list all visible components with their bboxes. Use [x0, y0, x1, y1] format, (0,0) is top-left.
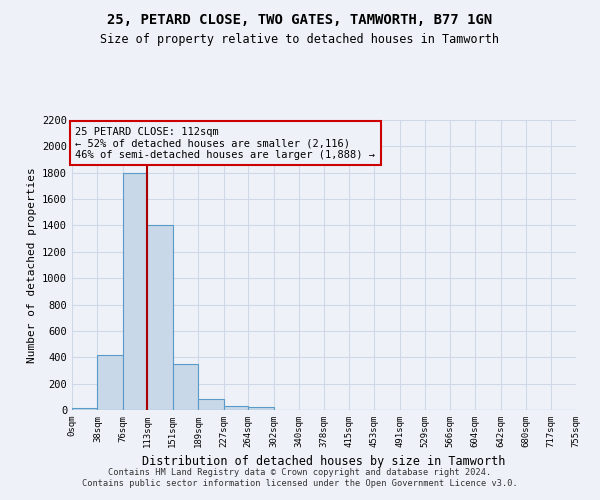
Bar	[72, 408, 97, 410]
Bar	[173, 364, 198, 410]
Bar	[97, 354, 123, 410]
Bar	[248, 408, 274, 410]
Text: Contains HM Land Registry data © Crown copyright and database right 2024.
Contai: Contains HM Land Registry data © Crown c…	[82, 468, 518, 487]
Bar	[198, 400, 224, 410]
Bar	[123, 172, 148, 410]
Y-axis label: Number of detached properties: Number of detached properties	[26, 167, 37, 363]
X-axis label: Distribution of detached houses by size in Tamworth: Distribution of detached houses by size …	[142, 456, 506, 468]
Text: 25 PETARD CLOSE: 112sqm
← 52% of detached houses are smaller (2,116)
46% of semi: 25 PETARD CLOSE: 112sqm ← 52% of detache…	[76, 126, 376, 160]
Bar	[224, 406, 248, 410]
Bar	[148, 226, 173, 410]
Text: Size of property relative to detached houses in Tamworth: Size of property relative to detached ho…	[101, 32, 499, 46]
Text: 25, PETARD CLOSE, TWO GATES, TAMWORTH, B77 1GN: 25, PETARD CLOSE, TWO GATES, TAMWORTH, B…	[107, 12, 493, 26]
